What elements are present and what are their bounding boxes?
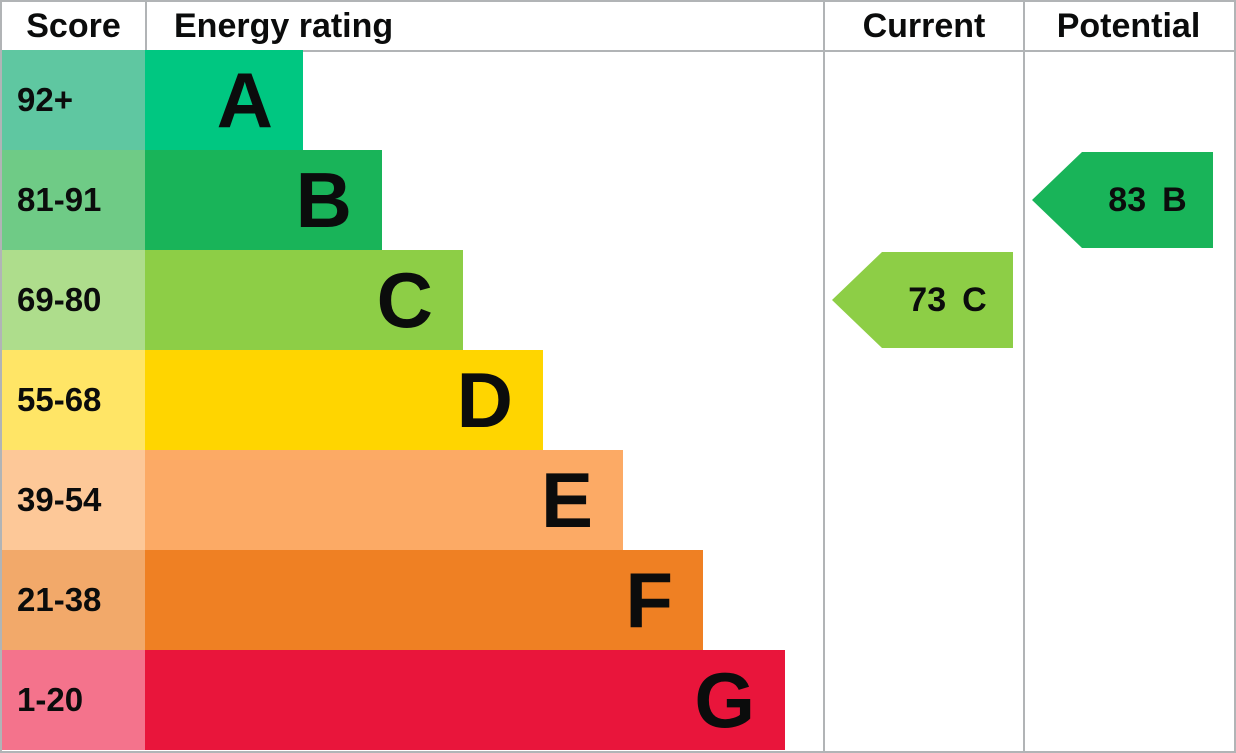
current-rating-value: 73 <box>908 280 947 319</box>
potential-rating-value: 83 <box>1108 180 1147 219</box>
potential-column-header: Potential <box>1056 7 1201 45</box>
band-row-c: 69-80 C <box>2 250 1234 350</box>
score-column-header: Score <box>26 7 121 45</box>
band-row-b: 81-91 B <box>2 150 1234 250</box>
score-range-a: 92+ <box>2 50 145 150</box>
current-column-divider <box>823 2 825 751</box>
band-row-f: 21-38 F <box>2 550 1234 650</box>
band-bar-f: F <box>145 550 703 650</box>
energy-rating-column-header: Energy rating <box>174 7 394 45</box>
score-range-b: 81-91 <box>2 150 145 250</box>
band-row-a: 92+ A <box>2 50 1234 150</box>
band-row-g: 1-20 G <box>2 650 1234 750</box>
band-row-d: 55-68 D <box>2 350 1234 450</box>
potential-column-divider <box>1023 2 1025 751</box>
score-energy-divider <box>145 2 147 50</box>
score-range-c: 69-80 <box>2 250 145 350</box>
band-bar-a: A <box>145 50 303 150</box>
band-row-e: 39-54 E <box>2 450 1234 550</box>
score-range-g: 1-20 <box>2 650 145 750</box>
potential-rating-band: B <box>1162 180 1187 219</box>
current-rating-band: C <box>962 280 987 319</box>
band-bar-c: C <box>145 250 463 350</box>
score-range-e: 39-54 <box>2 450 145 550</box>
band-bar-g: G <box>145 650 785 750</box>
score-range-d: 55-68 <box>2 350 145 450</box>
band-bar-e: E <box>145 450 623 550</box>
header-divider <box>2 50 1234 52</box>
current-column-header: Current <box>862 7 986 45</box>
band-bar-b: B <box>145 150 382 250</box>
score-range-f: 21-38 <box>2 550 145 650</box>
band-bar-d: D <box>145 350 543 450</box>
